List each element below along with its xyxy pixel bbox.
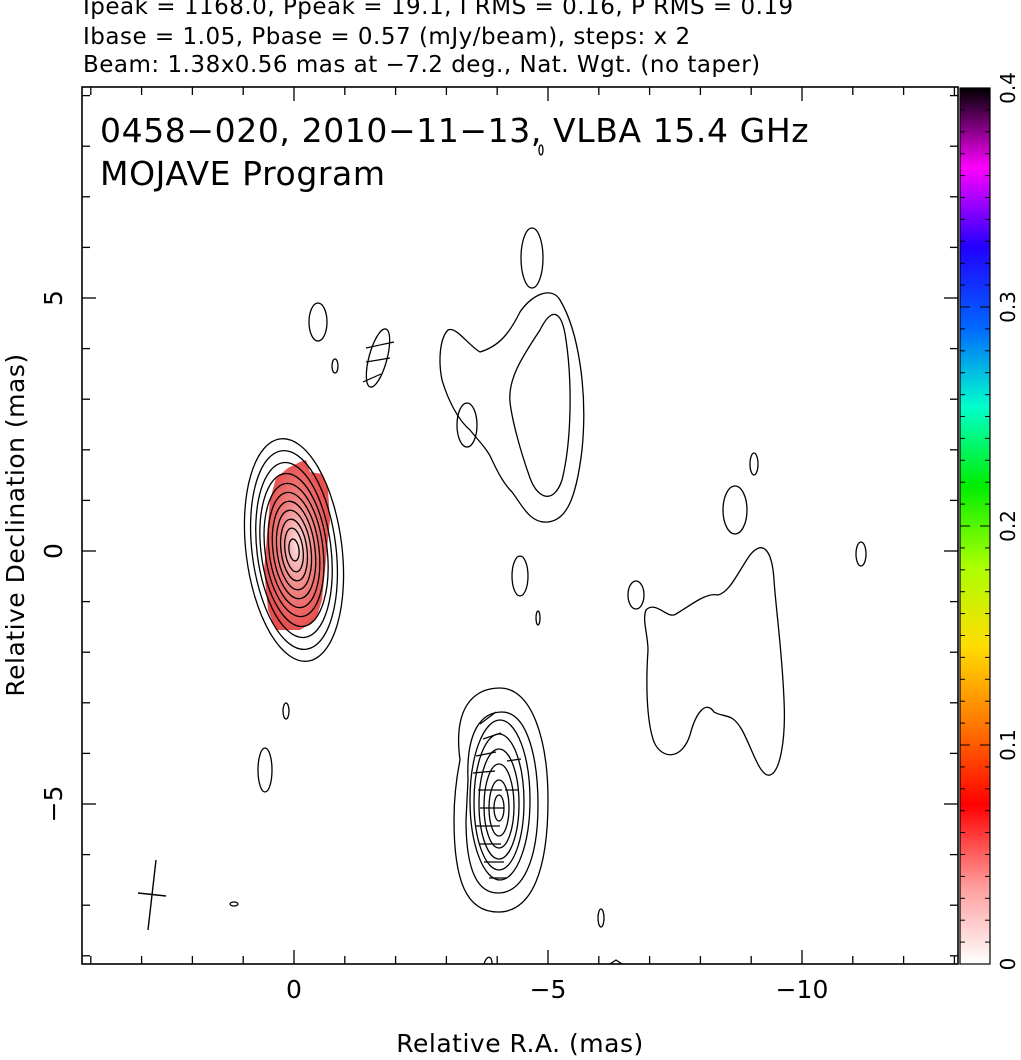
y-tick-label: 5 [39,290,68,306]
plot-frame [81,86,959,965]
noise-island [520,227,544,289]
core-contour [259,472,329,628]
polarization-vector [482,732,502,740]
southern-knot-contour [465,711,539,894]
noise-islands [229,144,867,965]
header-line-1: Ipeak = 1168.0, Ppeak = 19.1, I RMS = 0.… [83,0,794,20]
noise-island [365,328,391,388]
noise-island [229,901,239,907]
northern-jet-contour [509,313,571,497]
northern-jet-contour [456,402,478,448]
x-tick-label: 0 [286,975,302,1004]
colorbar-tick-label: 0.4 [996,72,1020,104]
chart-subtitle: MOJAVE Program [100,154,386,193]
northern-jet-contour [439,292,585,523]
noise-island [535,610,541,626]
restoring-beam [137,859,167,931]
noise-island [282,702,290,720]
x-tick-label: −5 [530,975,567,1004]
polarization-vector [365,357,391,363]
core-contour [288,538,300,562]
noise-island [257,747,273,793]
southern-knot-contour [453,687,549,913]
noise-island [855,541,867,567]
core-contour [284,527,304,573]
core-contour [263,482,325,618]
western-extension-contour [643,547,786,776]
western-extension [643,547,786,776]
colorbar-tick-label: 0 [996,958,1020,971]
noise-island [331,358,339,374]
noise-island [722,485,748,535]
y-tick-label: −5 [39,786,68,823]
southern-knot-contour [469,719,531,881]
polarization-vector [475,751,497,757]
core-component [243,438,345,662]
core-red-fill [264,460,330,630]
header-line-3: Beam: 1.38x0.56 mas at −7.2 deg., Nat. W… [83,52,761,78]
southern-knot [453,687,549,913]
y-axis-label: Relative Declination (mas) [1,353,30,696]
header-line-2: Ibase = 1.05, Pbase = 0.57 (mJy/beam), s… [83,24,691,50]
core-contour [275,509,313,591]
core-contour [267,491,321,609]
northern-jet [439,292,585,523]
axis-ticks: 0 −5 −10 5 0 −5 [39,87,958,1004]
noise-island [483,956,493,965]
colorbar-ticks: 0 0.1 0.2 0.3 0.4 [960,72,1020,970]
polarization-vector [472,770,496,774]
chart-title: 0458−020, 2010−11−13, VLBA 15.4 GHz [100,111,809,150]
colorbar-tick-label: 0.2 [996,510,1020,542]
colorbar-tick-label: 0.1 [996,729,1020,761]
core-contour [271,500,317,600]
southern-knot-contour [483,763,515,849]
noise-island [597,908,605,928]
y-tick-label: 0 [39,543,68,559]
core-contour [255,461,333,639]
x-axis-label: Relative R.A. (mas) [396,1029,643,1058]
core-contour [243,438,345,662]
noise-island [308,302,328,342]
noise-island [609,959,623,965]
polarization-vector [479,711,497,725]
polarization-vector [506,758,522,762]
polarization-vector [362,373,382,383]
x-tick-label: −10 [776,975,829,1004]
core-contour [249,449,339,651]
core-contour [279,518,309,582]
noise-island [511,555,529,597]
noise-island [627,580,645,610]
beam-minor-axis [137,892,167,897]
polarization-vectors [362,341,522,879]
noise-island [538,144,544,156]
southern-knot-contour [478,748,520,860]
noise-island [749,452,759,476]
colorbar-tick-label: 0.3 [996,291,1020,323]
